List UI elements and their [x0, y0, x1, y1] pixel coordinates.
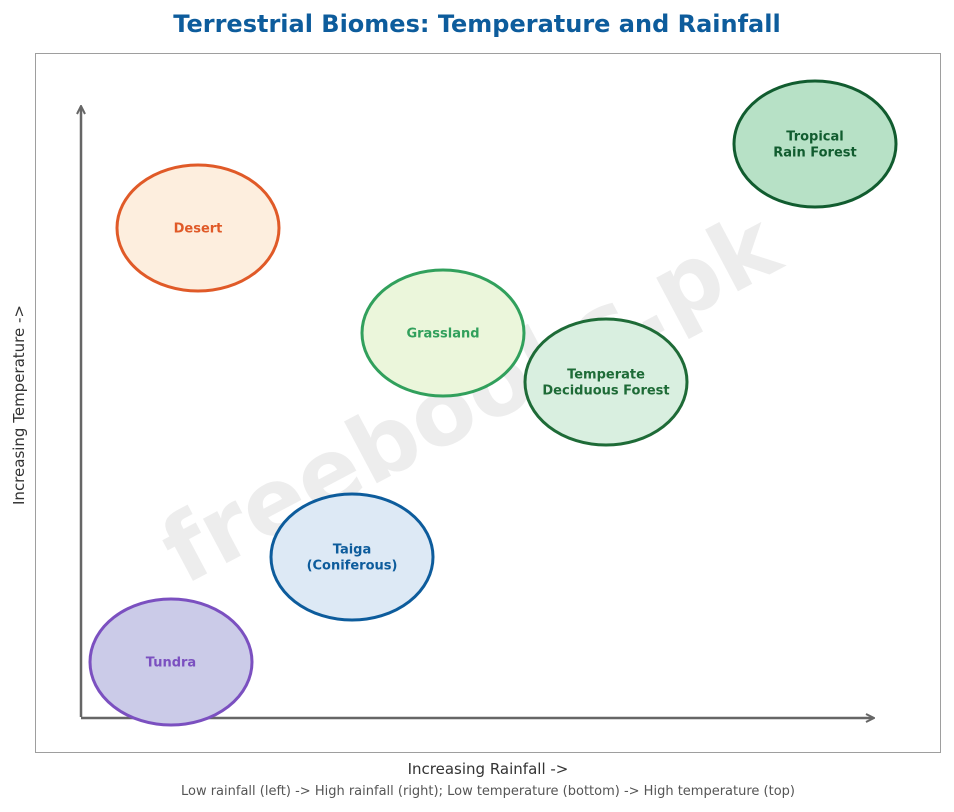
biome-ellipse	[115, 163, 281, 293]
biome-label: Deciduous Forest	[542, 384, 669, 399]
biome-label: Tundra	[146, 656, 196, 671]
biome-ellipse	[269, 492, 435, 622]
biome-desert: Desert	[115, 163, 281, 293]
biome-label: Rain Forest	[773, 146, 856, 161]
biome-grassland: Grassland	[360, 268, 526, 398]
biome-ellipse	[360, 268, 526, 398]
diagram-frame	[35, 53, 941, 753]
biome-label: Grassland	[406, 327, 479, 342]
caption: Low rainfall (left) -> High rainfall (ri…	[180, 784, 795, 799]
biome-tundra: Tundra	[88, 597, 254, 727]
biome-ellipse	[732, 79, 898, 209]
biome-label: Taiga	[333, 543, 372, 558]
biome-taiga: Taiga(Coniferous)	[269, 492, 435, 622]
biome-label: (Coniferous)	[307, 559, 398, 574]
biome-label: Temperate	[567, 368, 645, 383]
y-axis-label: Increasing Temperature ->	[10, 305, 28, 505]
biome-label: Tropical	[786, 130, 843, 145]
x-axis-label: Increasing Rainfall ->	[407, 760, 569, 778]
page-title: Terrestrial Biomes: Temperature and Rain…	[173, 10, 781, 38]
biome-label: Desert	[174, 222, 223, 237]
biome-ellipse	[523, 317, 689, 447]
biome-ellipse	[88, 597, 254, 727]
